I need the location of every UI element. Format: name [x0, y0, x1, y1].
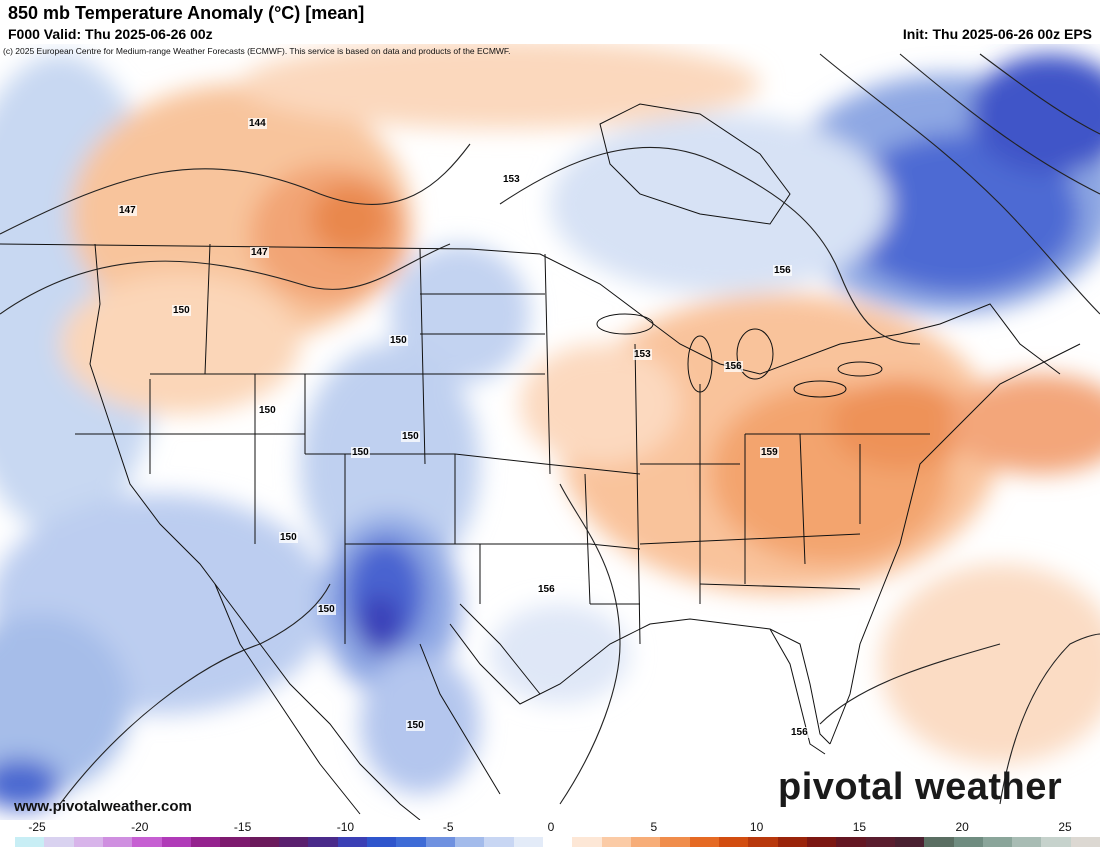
colorbar-swatch [630, 837, 661, 847]
colorbar-tick-label: -15 [233, 820, 252, 834]
height-label: 150 [317, 604, 336, 615]
height-label: 150 [258, 405, 277, 416]
colorbar-swatch [102, 837, 133, 847]
colorbar-swatch [73, 837, 103, 847]
valid-time: F000 Valid: Thu 2025-06-26 00z [8, 26, 213, 42]
height-label: 147 [118, 205, 137, 216]
height-label: 150 [351, 447, 370, 458]
height-label: 156 [790, 727, 809, 738]
height-label: 159 [760, 447, 779, 458]
colorbar-tick-label: 15 [852, 820, 867, 834]
height-label: 153 [633, 349, 652, 360]
colorbar-tick-label: -10 [336, 820, 355, 834]
colorbar-swatch [220, 837, 250, 847]
colorbar-swatch [366, 837, 397, 847]
height-label: 144 [248, 118, 267, 129]
colorbar-swatch [748, 837, 778, 847]
height-label: 150 [389, 335, 408, 346]
colorbar-swatch [689, 837, 719, 847]
height-contours [0, 53, 1100, 805]
height-label: 150 [406, 720, 425, 731]
colorbar-swatch [806, 837, 837, 847]
height-label: 147 [250, 247, 269, 258]
map-title: 850 mb Temperature Anomaly (°C) [mean] [8, 3, 365, 23]
map-canvas [0, 44, 1100, 820]
website-label: www.pivotalweather.com [14, 798, 192, 815]
colorbar-swatch [44, 837, 74, 847]
colorbar [15, 837, 1100, 847]
colorbar-swatch [337, 837, 367, 847]
colorbar-swatch [777, 837, 807, 847]
colorbar-swatch [308, 837, 338, 847]
colorbar-tick-label: -5 [442, 820, 454, 834]
colorbar-swatch [572, 837, 602, 847]
colorbar-swatch [953, 837, 983, 847]
height-label: 153 [502, 174, 521, 185]
colorbar-swatch [1012, 837, 1042, 847]
colorbar-swatch [484, 837, 514, 847]
height-label: 150 [172, 305, 191, 316]
colorbar-tick-label: 25 [1058, 820, 1072, 834]
colorbar-swatch [132, 837, 162, 847]
colorbar-tick-label: 5 [650, 820, 658, 834]
colorbar-swatch [15, 837, 45, 847]
colorbar-swatch [425, 837, 455, 847]
colorbar-swatch [836, 837, 866, 847]
height-label: 156 [724, 361, 743, 372]
colorbar-swatch [718, 837, 749, 847]
colorbar-swatch [865, 837, 895, 847]
colorbar-tick-label: 10 [749, 820, 764, 834]
colorbar-swatch [513, 837, 543, 847]
colorbar-swatch [924, 837, 954, 847]
colorbar-tick-label: 20 [955, 820, 969, 834]
colorbar-swatch [982, 837, 1013, 847]
height-label: 150 [279, 532, 298, 543]
height-label: 156 [773, 265, 792, 276]
colorbar-swatch [601, 837, 631, 847]
colorbar-swatch [396, 837, 426, 847]
height-label: 156 [537, 584, 556, 595]
colorbar-tick-label: -25 [28, 820, 46, 834]
height-label: 150 [401, 431, 420, 442]
colorbar-swatch [1070, 837, 1100, 847]
colorbar-tick-label: 0 [547, 820, 555, 834]
colorbar-swatch [249, 837, 279, 847]
colorbar-tick-label: -20 [131, 820, 149, 834]
anomaly-shading [0, 44, 1100, 809]
colorbar-swatch [190, 837, 221, 847]
colorbar-swatch [454, 837, 485, 847]
colorbar-swatch [894, 837, 925, 847]
colorbar-swatch [1041, 837, 1071, 847]
colorbar-swatch [660, 837, 690, 847]
ecmwf-credit: (c) 2025 European Centre for Medium-rang… [3, 46, 511, 56]
colorbar-swatch [542, 837, 573, 847]
pivotal-weather-logo: pivotal weather [778, 766, 1063, 808]
anomaly-map[interactable]: (c) 2025 European Centre for Medium-rang… [0, 44, 1100, 820]
colorbar-swatch [161, 837, 191, 847]
init-time: Init: Thu 2025-06-26 00z EPS [902, 26, 1092, 42]
colorbar-swatch [278, 837, 309, 847]
